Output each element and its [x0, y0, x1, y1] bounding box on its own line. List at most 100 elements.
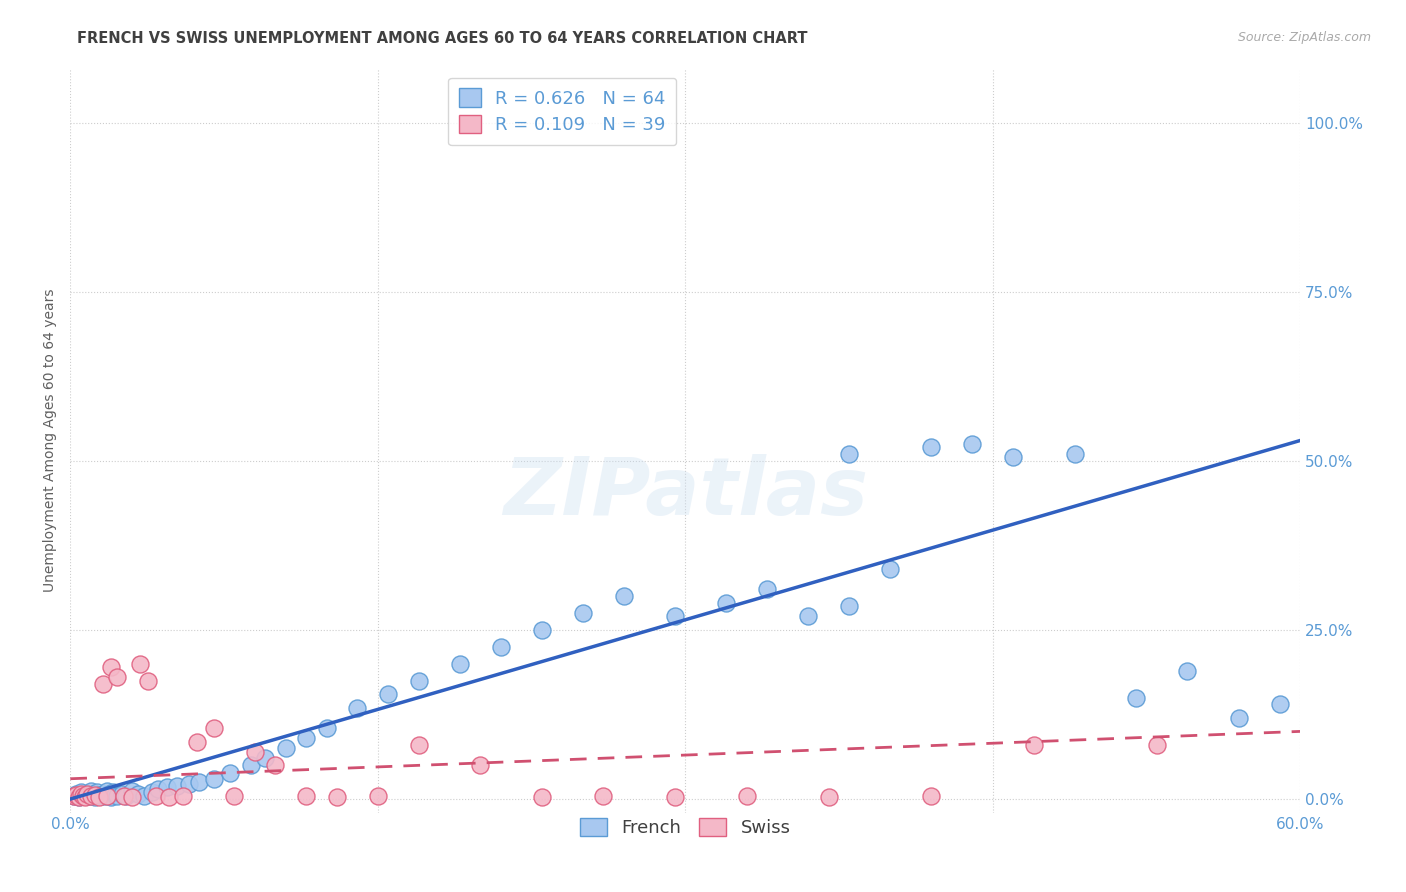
Point	[77, 789, 100, 803]
Point	[838, 599, 860, 614]
Point	[1268, 698, 1291, 712]
Point	[84, 788, 107, 802]
Point	[107, 789, 129, 804]
Point	[65, 788, 87, 802]
Point	[90, 789, 112, 804]
Point	[264, 758, 287, 772]
Point	[470, 758, 492, 772]
Point	[136, 673, 159, 688]
Point	[449, 657, 471, 671]
Point	[1063, 447, 1085, 461]
Point	[129, 657, 152, 671]
Point	[80, 789, 103, 804]
Point	[592, 789, 614, 803]
Point	[103, 785, 125, 799]
Point	[96, 784, 118, 798]
Point	[72, 789, 94, 803]
Point	[920, 789, 942, 803]
Point	[295, 731, 318, 746]
Point	[107, 670, 129, 684]
Point	[530, 790, 553, 805]
Point	[530, 623, 553, 637]
Point	[202, 772, 225, 786]
Point	[346, 700, 368, 714]
Point	[63, 789, 86, 803]
Point	[104, 788, 127, 802]
Point	[408, 738, 430, 752]
Point	[121, 784, 143, 798]
Point	[76, 787, 98, 801]
Point	[817, 790, 839, 805]
Text: ZIPatlas: ZIPatlas	[503, 454, 868, 532]
Point	[186, 734, 208, 748]
Point	[141, 785, 163, 799]
Point	[156, 780, 179, 794]
Point	[94, 789, 117, 803]
Point	[315, 721, 337, 735]
Point	[67, 790, 90, 805]
Point	[110, 787, 132, 801]
Point	[84, 790, 107, 805]
Point	[408, 673, 430, 688]
Point	[96, 789, 118, 803]
Point	[714, 596, 737, 610]
Point	[377, 687, 399, 701]
Point	[73, 790, 96, 805]
Point	[188, 775, 211, 789]
Point	[797, 609, 820, 624]
Point	[735, 789, 758, 803]
Point	[179, 777, 201, 791]
Point	[202, 721, 225, 735]
Point	[1125, 690, 1147, 705]
Point	[664, 609, 686, 624]
Point	[274, 741, 297, 756]
Text: Source: ZipAtlas.com: Source: ZipAtlas.com	[1237, 31, 1371, 45]
Point	[224, 789, 246, 803]
Point	[114, 789, 136, 803]
Point	[100, 790, 122, 805]
Point	[326, 790, 349, 805]
Point	[91, 677, 114, 691]
Point	[132, 789, 155, 803]
Point	[157, 790, 180, 805]
Point	[112, 789, 135, 803]
Point	[148, 781, 170, 796]
Point	[367, 789, 389, 803]
Point	[295, 789, 318, 803]
Point	[489, 640, 512, 654]
Point	[879, 562, 901, 576]
Point	[920, 440, 942, 454]
Point	[82, 787, 104, 801]
Y-axis label: Unemployment Among Ages 60 to 64 years: Unemployment Among Ages 60 to 64 years	[44, 289, 58, 592]
Legend: French, Swiss: French, Swiss	[572, 811, 797, 845]
Point	[69, 785, 91, 799]
Point	[91, 787, 114, 801]
Point	[87, 788, 110, 802]
Point	[613, 589, 636, 603]
Point	[145, 789, 167, 803]
Point	[67, 790, 90, 805]
Point	[243, 745, 266, 759]
Point	[63, 789, 86, 804]
Point	[1002, 450, 1025, 465]
Point	[756, 582, 779, 597]
Point	[172, 789, 194, 803]
Point	[65, 787, 87, 801]
Point	[76, 787, 98, 801]
Point	[72, 788, 94, 802]
Point	[664, 790, 686, 805]
Point	[98, 787, 121, 801]
Point	[960, 437, 983, 451]
Point	[166, 779, 188, 793]
Point	[86, 785, 108, 799]
Point	[1022, 738, 1045, 752]
Point	[87, 790, 110, 805]
Point	[838, 447, 860, 461]
Point	[127, 787, 149, 801]
Point	[1227, 711, 1250, 725]
Point	[121, 790, 143, 805]
Point	[100, 660, 122, 674]
Point	[253, 751, 276, 765]
Point	[239, 758, 262, 772]
Point	[571, 606, 593, 620]
